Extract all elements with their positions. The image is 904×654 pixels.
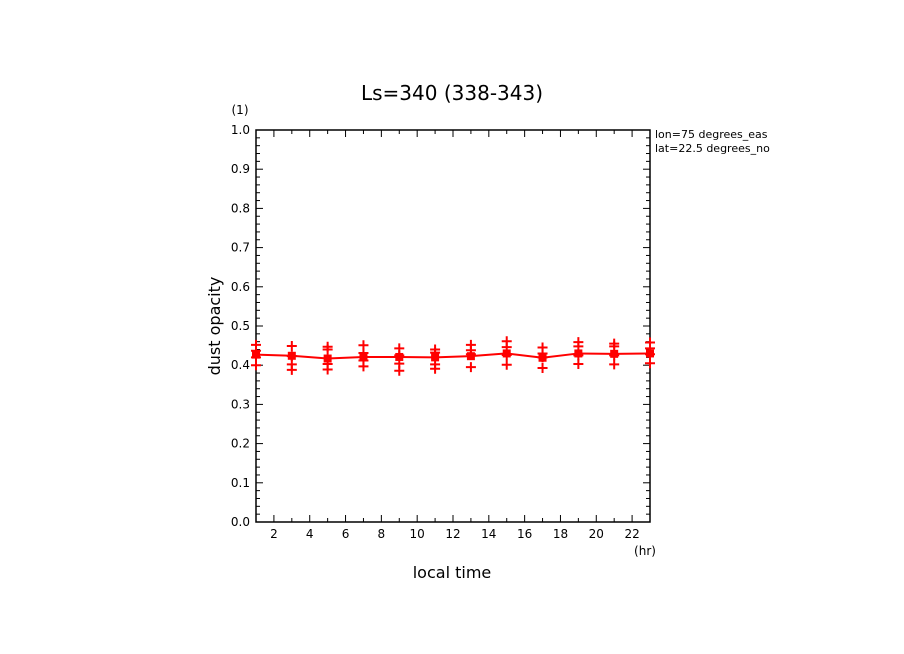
x-tick-label: 12 — [445, 527, 460, 541]
mean-point — [287, 351, 296, 360]
x-tick-label: 2 — [270, 527, 278, 541]
y-tick-label: 0.1 — [231, 476, 250, 490]
mean-point — [502, 349, 511, 358]
y-tick-label: 0.0 — [231, 515, 250, 529]
y-axis-label: dust opacity — [205, 277, 224, 376]
y-tick-label: 0.3 — [231, 397, 250, 411]
x-tick-label: 18 — [553, 527, 568, 541]
mean-point — [574, 349, 583, 358]
data-point-plus — [465, 362, 476, 373]
axes: 0.0 0.1 0.2 0.3 0.4 0.5 0.6 0.7 0.8 0.9 1.0 2 4 6 8 10 1… — [231, 123, 651, 541]
data-point-plus — [609, 359, 620, 370]
mean-point — [610, 349, 619, 358]
x-axis-label: local time — [413, 563, 492, 582]
series-line — [255, 352, 651, 360]
x-axis-unit: (hr) — [634, 544, 656, 558]
y-tick-label: 1.0 — [231, 123, 250, 137]
x-tick-label: 20 — [589, 527, 604, 541]
data-point-plus — [251, 360, 261, 371]
x-tick-label: 6 — [342, 527, 350, 541]
y-tick-label: 0.4 — [231, 358, 250, 372]
annotation-lon: lon=75 degrees_eas — [655, 128, 768, 141]
mean-point — [538, 353, 547, 362]
plot-frame — [255, 129, 651, 523]
data-point-plus — [645, 358, 655, 369]
data-point-plus — [286, 340, 297, 351]
x-tick-label: 22 — [624, 527, 639, 541]
mean-point — [466, 352, 475, 361]
data-point-plus — [394, 365, 405, 376]
data-point-plus — [537, 362, 548, 373]
x-tick-label: 10 — [410, 527, 425, 541]
y-tick-label: 0.8 — [231, 201, 250, 215]
x-tick-label: 8 — [378, 527, 386, 541]
data-point-plus — [286, 364, 297, 375]
data-point-plus — [358, 361, 369, 372]
y-tick-label: 0.2 — [231, 437, 250, 451]
y-tick-label: 0.5 — [231, 319, 250, 333]
data-point-plus — [430, 363, 441, 374]
mean-point — [323, 354, 332, 363]
data-point-plus — [573, 359, 584, 370]
y-tick-label: 0.7 — [231, 241, 250, 255]
x-tick-label: 4 — [306, 527, 314, 541]
mean-point — [395, 352, 404, 361]
data-point-plus — [501, 359, 512, 370]
mean-point — [646, 349, 654, 358]
y-tick-label: 0.9 — [231, 162, 250, 176]
data-point-plus — [609, 341, 620, 352]
chart-title: Ls=340 (338-343) — [361, 81, 543, 105]
x-tick-label: 14 — [481, 527, 496, 541]
mean-point — [359, 352, 368, 361]
y-tick-label: 0.6 — [231, 280, 250, 294]
y-axis-unit: (1) — [232, 103, 249, 117]
data-point-plus — [322, 344, 333, 355]
mean-point — [431, 353, 440, 362]
annotation-lat: lat=22.5 degrees_no — [655, 142, 770, 155]
data-point-plus — [322, 364, 333, 375]
x-tick-label: 16 — [517, 527, 532, 541]
data-layer — [251, 336, 655, 376]
mean-point — [252, 350, 260, 359]
